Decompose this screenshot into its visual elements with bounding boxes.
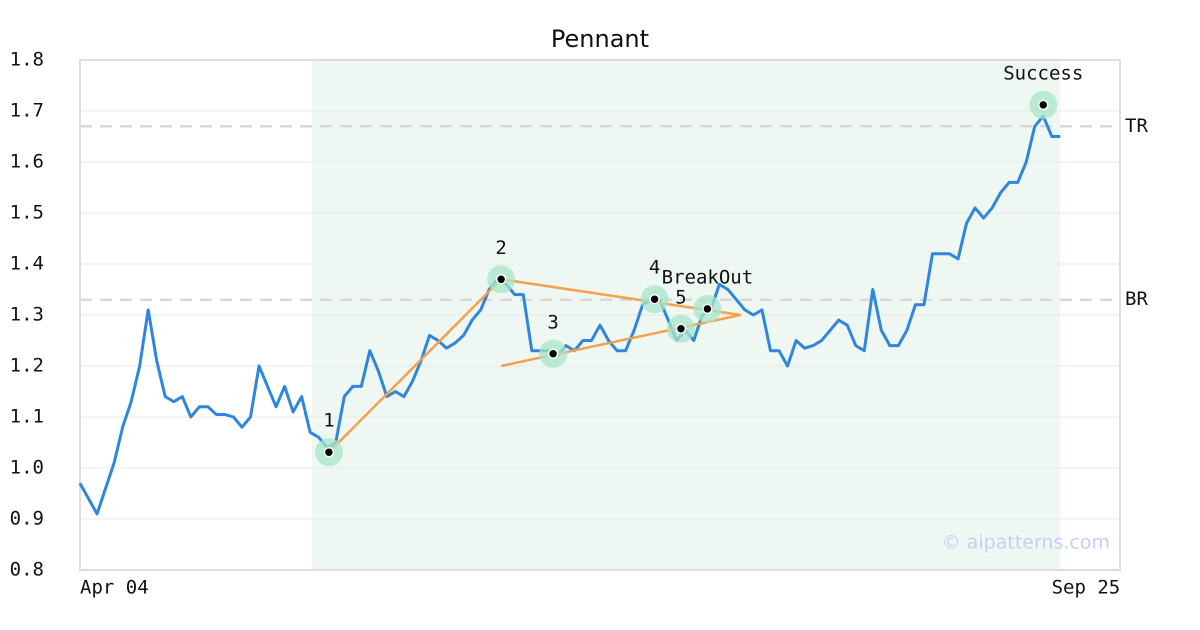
- pattern-point: [323, 446, 335, 458]
- pattern-label: 1: [323, 410, 334, 432]
- reference-label: TR: [1125, 115, 1148, 137]
- pattern-point: [702, 303, 713, 315]
- pattern-label: BreakOut: [662, 266, 754, 288]
- pattern-label: 2: [495, 237, 506, 259]
- reference-label: BR: [1125, 288, 1148, 310]
- pattern-point: [1038, 99, 1049, 111]
- pattern-point: [675, 323, 687, 335]
- y-tick-label: 1.4: [10, 253, 44, 275]
- pattern-label: Success: [1003, 62, 1083, 84]
- pattern-point: [547, 348, 559, 360]
- y-tick-label: 1.1: [10, 406, 44, 428]
- price-line: [78, 114, 1061, 516]
- chart-title: Pennant: [551, 25, 649, 53]
- x-tick-label: Sep 25: [1052, 577, 1121, 599]
- y-tick-label: 1.6: [10, 151, 44, 173]
- y-tick-label: 1.8: [10, 49, 44, 71]
- y-tick-label: 1.0: [10, 457, 44, 479]
- pattern-label: 4: [649, 257, 660, 279]
- trend-line: [328, 278, 503, 454]
- x-tick-label: Apr 04: [80, 577, 149, 599]
- plot-border: [79, 59, 1121, 571]
- watermark: © aipatterns.com: [942, 532, 1110, 554]
- y-tick-label: 1.2: [10, 355, 44, 377]
- y-tick-label: 1.7: [10, 100, 44, 122]
- pattern-label: 5: [675, 286, 686, 308]
- y-tick-label: 1.3: [10, 304, 44, 326]
- pattern-label: 3: [547, 311, 558, 333]
- y-tick-label: 1.5: [10, 202, 44, 224]
- y-tick-label: 0.8: [10, 559, 44, 581]
- pattern-point: [649, 293, 660, 305]
- pattern-point: [495, 274, 507, 285]
- y-tick-label: 0.9: [10, 508, 44, 530]
